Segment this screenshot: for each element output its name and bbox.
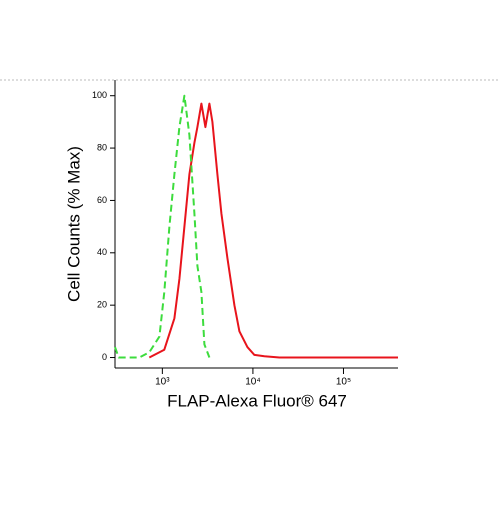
- y-tick-label: 40: [97, 247, 107, 257]
- y-tick-label: 0: [102, 352, 107, 362]
- x-tick-label: 10³: [155, 377, 170, 388]
- y-tick-label: 60: [97, 195, 107, 205]
- x-tick-label: 10⁴: [245, 377, 260, 388]
- y-tick-label: 20: [97, 300, 107, 310]
- y-axis-label: Cell Counts (% Max): [64, 146, 83, 302]
- x-tick-label: 10⁵: [336, 377, 351, 388]
- series-line: [114, 94, 211, 359]
- y-tick-label: 100: [92, 90, 107, 100]
- series-line: [148, 102, 398, 359]
- x-axis-label: FLAP-Alexa Fluor® 647: [167, 391, 347, 410]
- y-tick-label: 80: [97, 142, 107, 152]
